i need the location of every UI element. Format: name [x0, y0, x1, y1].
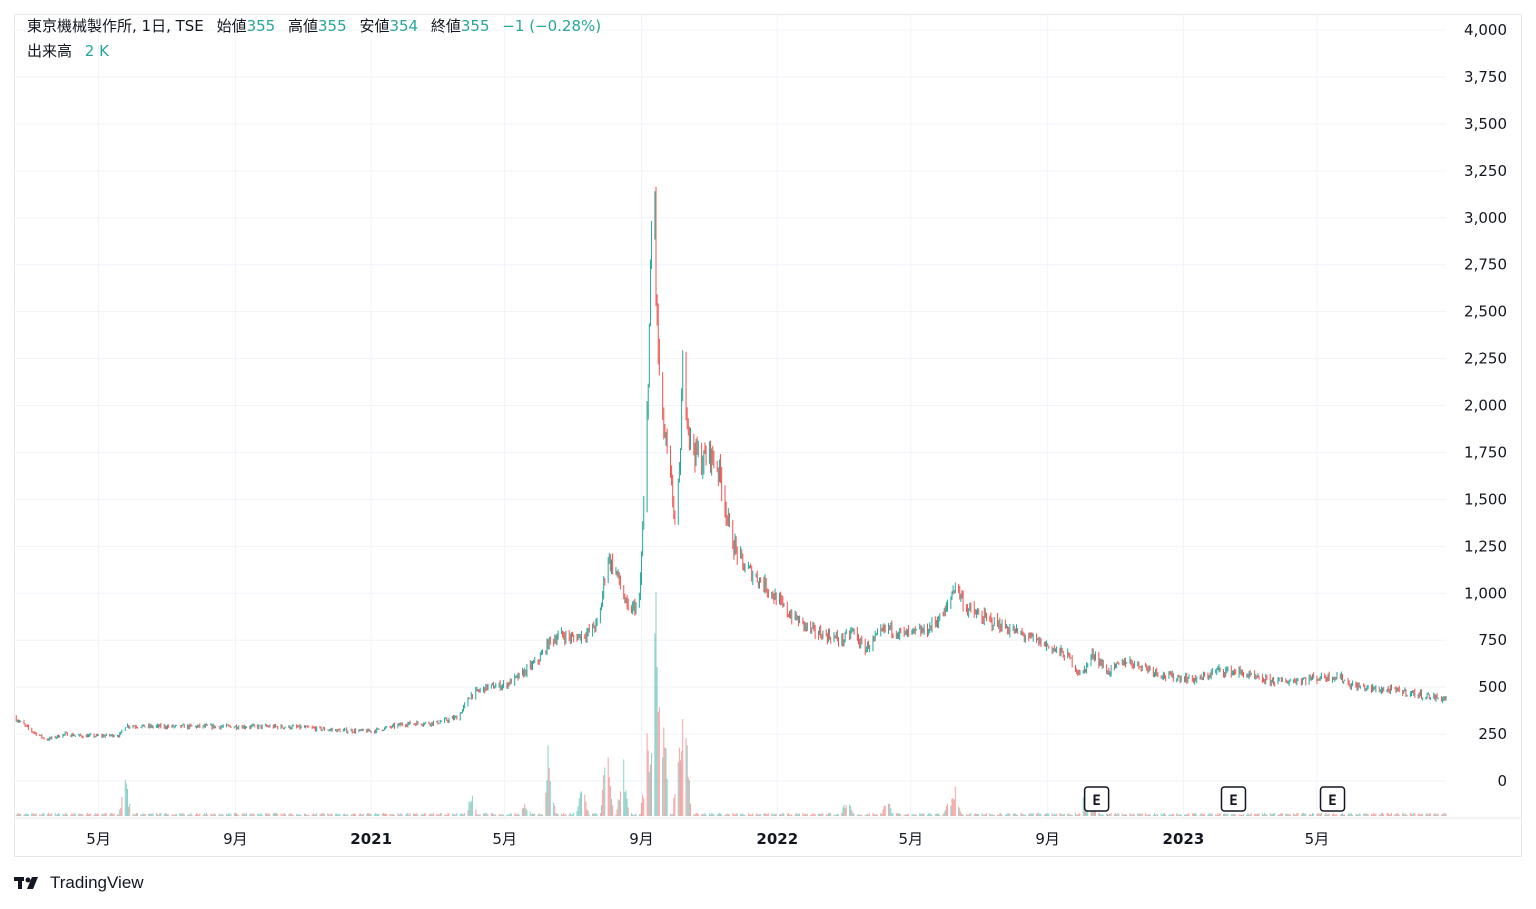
price-axis[interactable]: 0 250 500 750 1,000 1,250 1,500 1,750 2,000 2,250… — [1464, 21, 1507, 790]
chart-frame[interactable] — [14, 14, 1522, 857]
brand-name: TradingView — [50, 873, 144, 892]
volume-bars — [15, 591, 1447, 816]
earnings-marker-box — [1220, 786, 1247, 812]
high-value: 355 — [318, 17, 347, 35]
x-tick-label: 9月 — [223, 830, 248, 848]
earnings-marker-label: E — [1229, 793, 1237, 809]
y-tick-label: 1,000 — [1464, 584, 1507, 602]
grid-lines — [14, 14, 1522, 819]
open-value: 355 — [246, 17, 276, 35]
volume-legend: 出来高 2 K — [27, 40, 109, 61]
y-tick-label: 1,750 — [1464, 443, 1507, 461]
earnings-marker[interactable]: E — [1083, 786, 1110, 812]
volume-value: 2 K — [84, 42, 109, 60]
symbol-title[interactable]: 東京機械製作所, 1日, TSE — [27, 17, 204, 35]
y-tick-label: 250 — [1478, 725, 1507, 743]
y-tick-label: 2,750 — [1464, 256, 1507, 274]
low-label: 安値 — [359, 17, 390, 35]
y-tick-label: 0 — [1497, 772, 1507, 790]
tradingview-icon — [14, 877, 38, 889]
x-tick-label: 9月 — [1035, 830, 1060, 848]
y-tick-label: 3,250 — [1464, 162, 1507, 180]
y-tick-label: 3,000 — [1464, 209, 1507, 227]
y-tick-label: 1,500 — [1464, 490, 1507, 508]
y-tick-label: 500 — [1478, 678, 1507, 696]
x-tick-label: 2022 — [756, 830, 798, 848]
volume-label[interactable]: 出来高 — [27, 42, 73, 60]
x-tick-label: 5月 — [899, 830, 924, 848]
y-tick-label: 3,500 — [1464, 115, 1507, 133]
x-tick-label: 9月 — [629, 830, 654, 848]
y-tick-label: 4,000 — [1464, 21, 1507, 39]
y-tick-label: 2,500 — [1464, 303, 1507, 321]
earnings-marker-label: E — [1328, 793, 1336, 809]
y-tick-label: 2,250 — [1464, 350, 1507, 368]
earnings-marker-label: E — [1092, 793, 1100, 809]
earnings-marker[interactable]: E — [1220, 786, 1247, 812]
close-value: 355 — [460, 17, 490, 35]
open-label: 始値 — [216, 17, 247, 35]
x-tick-label: 5月 — [492, 830, 517, 848]
y-tick-label: 2,000 — [1464, 397, 1507, 415]
tradingview-logo[interactable]: TradingView — [14, 873, 144, 893]
earnings-marker-box — [1319, 786, 1346, 812]
y-tick-label: 750 — [1478, 631, 1507, 649]
low-value: 354 — [389, 17, 419, 35]
close-label: 終値 — [430, 17, 461, 35]
x-tick-label: 5月 — [1305, 830, 1330, 848]
earnings-marker-box — [1083, 786, 1110, 812]
x-tick-label: 2021 — [350, 830, 392, 848]
x-tick-label: 5月 — [86, 830, 111, 848]
time-axis[interactable]: 5月 9月 2021 5月 9月 2022 5月 9月 2023 5月 — [86, 830, 1329, 848]
y-tick-label: 3,750 — [1464, 68, 1507, 86]
change-value: −1 (−0.28%) — [502, 17, 602, 35]
high-label: 高値 — [288, 17, 319, 35]
earnings-marker[interactable]: E — [1319, 786, 1346, 812]
ohlc-legend: 東京機械製作所, 1日, TSE 始値355 高値355 安値354 終値355… — [27, 15, 601, 36]
price-candles — [15, 186, 1447, 741]
y-tick-label: 1,250 — [1464, 537, 1507, 555]
x-tick-label: 2023 — [1163, 830, 1205, 848]
